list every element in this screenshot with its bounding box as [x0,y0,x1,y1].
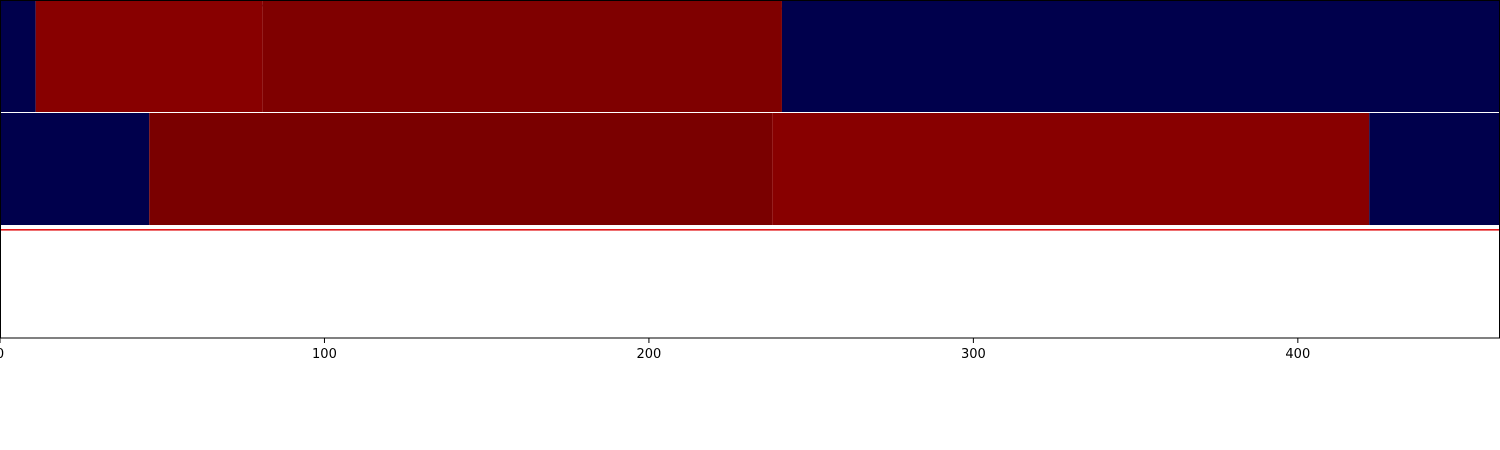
x-tick-label: 200 [637,347,662,362]
heatmap-band-1 [0,113,1499,225]
heatmap-cell-1-2 [772,113,1370,225]
heatmap-cell-0-0 [0,0,36,112]
heatmap-cell-0-1 [35,0,263,112]
x-tick-label: 300 [961,347,986,362]
heatmap-band-0 [0,0,1499,112]
x-tick-label: 400 [1285,347,1310,362]
x-tick-label: 100 [312,347,337,362]
heatmap-bands [0,0,1499,225]
x-tick-label: 0 [0,347,4,362]
heatmap-cell-0-3 [781,0,1499,112]
x-axis: 0 100 200 300 400 [0,338,1310,362]
heatmap-cell-1-1 [149,113,773,225]
heatmap-cell-0-2 [262,0,782,112]
heatmap-cell-1-0 [0,113,150,225]
heatmap-cell-1-3 [1369,113,1499,225]
